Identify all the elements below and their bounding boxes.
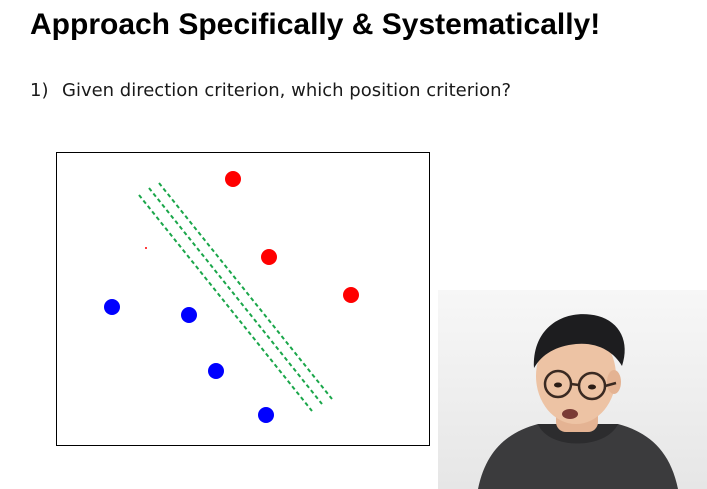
- red-point: [261, 249, 277, 265]
- bullet-text: Given direction criterion, which positio…: [62, 80, 512, 101]
- blue-point: [181, 307, 197, 323]
- diagram-canvas: [104, 171, 359, 423]
- slide-title: Approach Specifically & Systematically!: [30, 8, 601, 41]
- blue-point: [104, 299, 120, 315]
- boundary-line-middle: [148, 187, 323, 405]
- red-point: [343, 287, 359, 303]
- presenter-webcam: [438, 290, 707, 489]
- classification-diagram: [56, 152, 430, 446]
- boundary-line-lower: [138, 194, 313, 412]
- presenter-icon: [438, 290, 707, 489]
- red-point: [225, 171, 241, 187]
- boundary-line-upper: [158, 182, 333, 400]
- stray-mark: [145, 247, 147, 249]
- blue-point: [258, 407, 274, 423]
- blue-point: [208, 363, 224, 379]
- bullet-item: 1) Given direction criterion, which posit…: [30, 80, 511, 101]
- bullet-number: 1): [30, 80, 49, 101]
